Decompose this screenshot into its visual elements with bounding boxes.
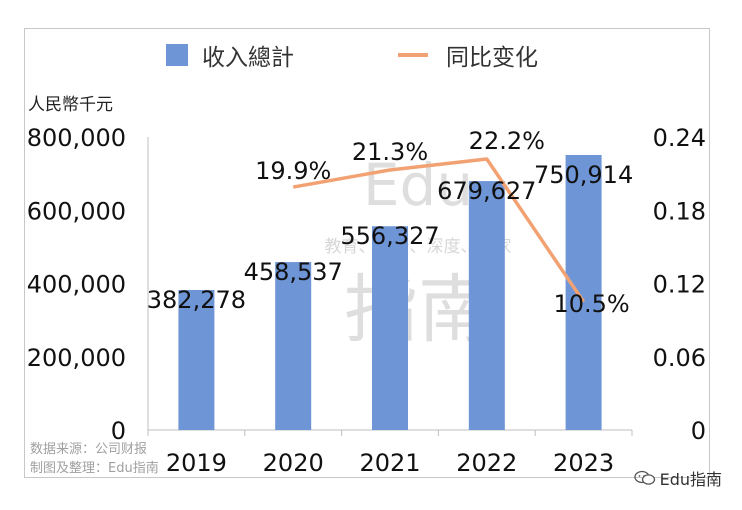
y-right-tick-label: 0.06 [653,344,706,372]
x-tick-label: 2022 [456,449,517,477]
y-axis-unit-label: 人民幣千元 [28,95,113,115]
yoy-value-label: 10.5% [553,290,629,318]
y-left-tick-label: 600,000 [27,197,126,225]
x-tick-label: 2019 [166,449,227,477]
y-right-tick-label: 0.18 [653,197,706,225]
legend-swatch-yoy [398,53,428,57]
y-left-tick-label: 400,000 [27,271,126,299]
footer-account-name: Edu指南 [659,470,722,489]
x-tick-label: 2021 [359,449,420,477]
chart-frame [24,28,710,478]
yoy-value-label: 22.2% [469,127,545,155]
bar-2021 [372,226,408,430]
watermark-tagline: 教育、前沿、深度、独家 [325,237,512,257]
source-line-2: 制图及整理：Edu指南 [30,461,159,476]
bar-value-label: 556,327 [340,222,439,250]
source-line-1: 数据来源：公司财报 [30,442,148,457]
yoy-value-label: 21.3% [352,138,428,166]
yoy-line [292,157,586,303]
y-right-tick-label: 0.12 [653,271,706,299]
bar-2022 [468,181,505,430]
wechat-icon [633,470,655,485]
y-left-tick-label: 200,000 [27,344,126,372]
bar-value-label: 679,627 [437,177,536,205]
legend-item-revenue: 收入總計 [166,38,294,72]
legend-item-yoy: 同比变化 [398,38,538,72]
footer-account: Edu指南 [633,466,722,490]
yoy-value-label: 19.9% [255,157,331,185]
bar-2019 [178,289,215,430]
y-right-tick-label: 0 [691,417,706,445]
legend-label-revenue: 收入總計 [202,45,294,71]
x-tick-label: 2023 [553,449,614,477]
x-tick-label: 2020 [263,449,324,477]
y-right-tick-label: 0.24 [653,124,706,152]
y-left-tick-label: 0 [111,417,126,445]
bar-2023 [565,154,602,430]
bar-value-label: 382,278 [147,286,246,314]
legend-label-yoy: 同比变化 [446,45,538,71]
y-left-tick-label: 800,000 [27,124,126,152]
bar-value-label: 458,537 [244,258,343,286]
watermark-name: 指南 [344,267,492,353]
legend-swatch-revenue [166,44,188,66]
bar-2020 [275,262,312,430]
bar-value-label: 750,914 [534,161,633,189]
